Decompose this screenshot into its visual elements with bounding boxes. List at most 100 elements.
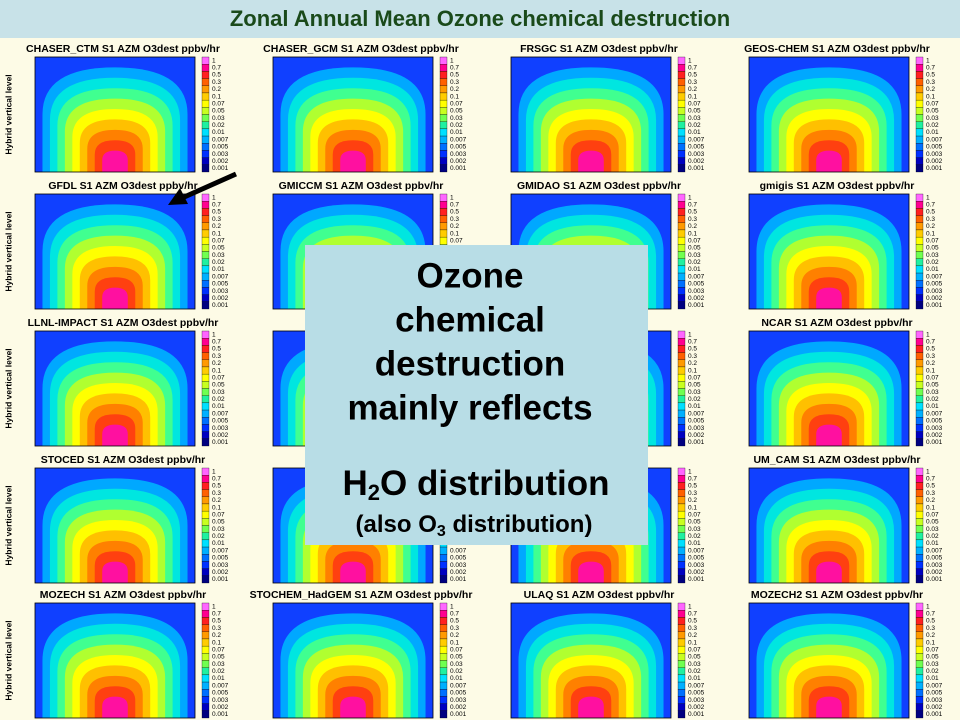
title-bar [0,0,960,38]
colorbar-label: 0.05 [926,519,939,526]
colorbar-cell [915,294,924,302]
colorbar-cell [915,193,924,202]
colorbar-cell [677,710,686,719]
colorbar-label: 0.07 [212,374,225,381]
colorbar-cell [677,251,686,259]
colorbar-cell [677,215,686,223]
colorbar-cell [201,193,210,202]
colorbar-label: 0.03 [450,115,463,122]
colorbar-label: 0.7 [212,476,221,483]
colorbar-cell [915,489,924,497]
colorbar-label: 0.05 [926,382,939,389]
colorbar-cell [439,703,448,711]
colorbar-label: 0.1 [926,639,935,646]
callout-line: mainly reflects [347,388,592,427]
colorbar-label: 0.2 [212,632,221,639]
colorbar-cell [915,265,924,274]
colorbar-cell [677,431,686,439]
colorbar-cell [439,215,448,223]
colorbar-cell [201,201,210,209]
colorbar-label: 0.2 [450,86,459,93]
colorbar-label: 0.1 [926,93,935,100]
colorbar-label: 0.2 [212,86,221,93]
colorbar-cell [201,645,210,654]
colorbar-label: 0.5 [688,72,697,79]
colorbar-label: 0.07 [926,237,939,244]
colorbar-cell [201,568,210,576]
colorbar-label: 0.001 [212,576,229,583]
colorbar-label: 0.003 [450,151,467,158]
colorbar-cell [915,703,924,711]
plot-frame [748,602,910,719]
colorbar-label: 0.007 [212,682,229,689]
colorbar-cell [439,150,448,158]
plot-frame [748,56,910,173]
colorbar-label: 0.002 [688,295,705,302]
colorbar-cell [201,424,210,432]
colorbar-label: 0.005 [688,555,705,562]
colorbar-cell [677,703,686,711]
colorbar-label: 0.07 [926,374,939,381]
colorbar-cell [915,352,924,360]
colorbar-cell [677,554,686,562]
colorbar-label: 0.3 [926,216,935,223]
colorbar-label: 0.02 [926,122,939,129]
colorbar-label: 0.002 [212,158,229,165]
colorbar-label: 0.2 [926,86,935,93]
colorbar-cell [439,674,448,683]
colorbar-cell [677,525,686,533]
colorbar-cell [915,236,924,245]
colorbar-cell [915,71,924,79]
colorbar-label: 0.02 [212,396,225,403]
colorbar-label: 1 [450,603,454,610]
colorbar-cell [439,546,448,555]
colorbar-label: 0.2 [926,223,935,230]
colorbar-label: 0.07 [926,646,939,653]
colorbar-cell [677,617,686,625]
colorbar-label: 0.005 [926,144,943,151]
colorbar-cell [201,674,210,683]
colorbar-cell [201,114,210,122]
contour-layer [578,696,604,718]
colorbar-cell [201,503,210,512]
colorbar-cell [915,64,924,72]
colorbar-label: 0.7 [688,339,697,346]
colorbar-cell [677,381,686,389]
y-axis-label: Hybrid vertical level [3,620,13,700]
colorbar-label: 0.003 [212,425,229,432]
colorbar-cell [677,602,686,611]
colorbar-label: 0.3 [212,490,221,497]
colorbar-cell [915,532,924,541]
colorbar-cell [201,92,210,101]
colorbar-label: 0.003 [926,697,943,704]
colorbar-cell [677,503,686,512]
colorbar-cell [439,638,448,647]
colorbar-label: 0.05 [926,245,939,252]
colorbar-label: 0.002 [926,158,943,165]
contour-layer [816,424,842,446]
colorbar-label: 0.1 [926,504,935,511]
colorbar-cell [677,164,686,173]
colorbar-label: 0.003 [688,425,705,432]
colorbar-cell [677,229,686,238]
colorbar-cell [677,409,686,418]
colorbar-label: 0.05 [688,654,701,661]
colorbar-label: 0.005 [212,690,229,697]
panel-title: MOZECH S1 AZM O3dest ppbv/hr [40,589,206,601]
colorbar-cell [201,381,210,389]
contour-layer [578,150,604,172]
colorbar-cell [677,568,686,576]
panel-title: CHASER_CTM S1 AZM O3dest ppbv/hr [26,43,220,55]
colorbar-cell [677,157,686,165]
colorbar-cell [677,660,686,668]
colorbar-cell [439,56,448,65]
colorbar-label: 0.01 [926,129,939,136]
colorbar-label: 0.07 [688,374,701,381]
colorbar-cell [201,689,210,697]
arrow-shaft [180,171,238,201]
colorbar-cell [677,681,686,690]
callout-line: (also O3 distribution) [356,511,593,540]
colorbar-label: 0.03 [212,526,225,533]
colorbar-cell [439,568,448,576]
